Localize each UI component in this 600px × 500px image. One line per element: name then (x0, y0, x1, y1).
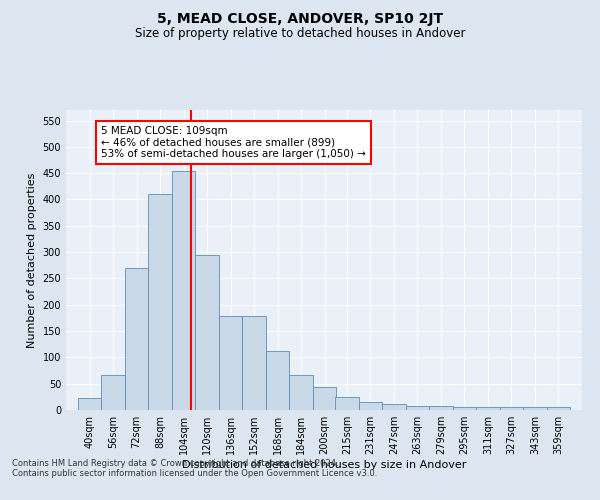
Bar (382, 404, 406, 410)
Bar (406, 406, 429, 410)
Bar (523, 408, 547, 410)
Bar (500, 408, 523, 410)
Bar (266, 350, 289, 410)
Bar (476, 408, 500, 410)
Text: 5 MEAD CLOSE: 109sqm
← 46% of detached houses are smaller (899)
53% of semi-deta: 5 MEAD CLOSE: 109sqm ← 46% of detached h… (101, 126, 366, 159)
Bar (359, 402, 382, 410)
Bar (547, 408, 570, 410)
Bar (101, 374, 125, 410)
Bar (78, 398, 101, 410)
Bar (196, 254, 219, 410)
Bar (429, 406, 452, 410)
Bar (313, 387, 337, 410)
Text: 5, MEAD CLOSE, ANDOVER, SP10 2JT: 5, MEAD CLOSE, ANDOVER, SP10 2JT (157, 12, 443, 26)
Text: Size of property relative to detached houses in Andover: Size of property relative to detached ho… (135, 28, 465, 40)
Bar (219, 316, 242, 410)
Bar (125, 268, 148, 410)
Y-axis label: Number of detached properties: Number of detached properties (27, 172, 37, 348)
Bar (335, 397, 359, 410)
Bar (242, 316, 266, 410)
Text: Contains public sector information licensed under the Open Government Licence v3: Contains public sector information licen… (12, 468, 377, 477)
Bar (172, 170, 196, 410)
X-axis label: Distribution of detached houses by size in Andover: Distribution of detached houses by size … (182, 460, 466, 470)
Bar (148, 194, 172, 410)
Bar (452, 408, 476, 410)
Bar (289, 374, 313, 410)
Text: Contains HM Land Registry data © Crown copyright and database right 2024.: Contains HM Land Registry data © Crown c… (12, 458, 338, 468)
